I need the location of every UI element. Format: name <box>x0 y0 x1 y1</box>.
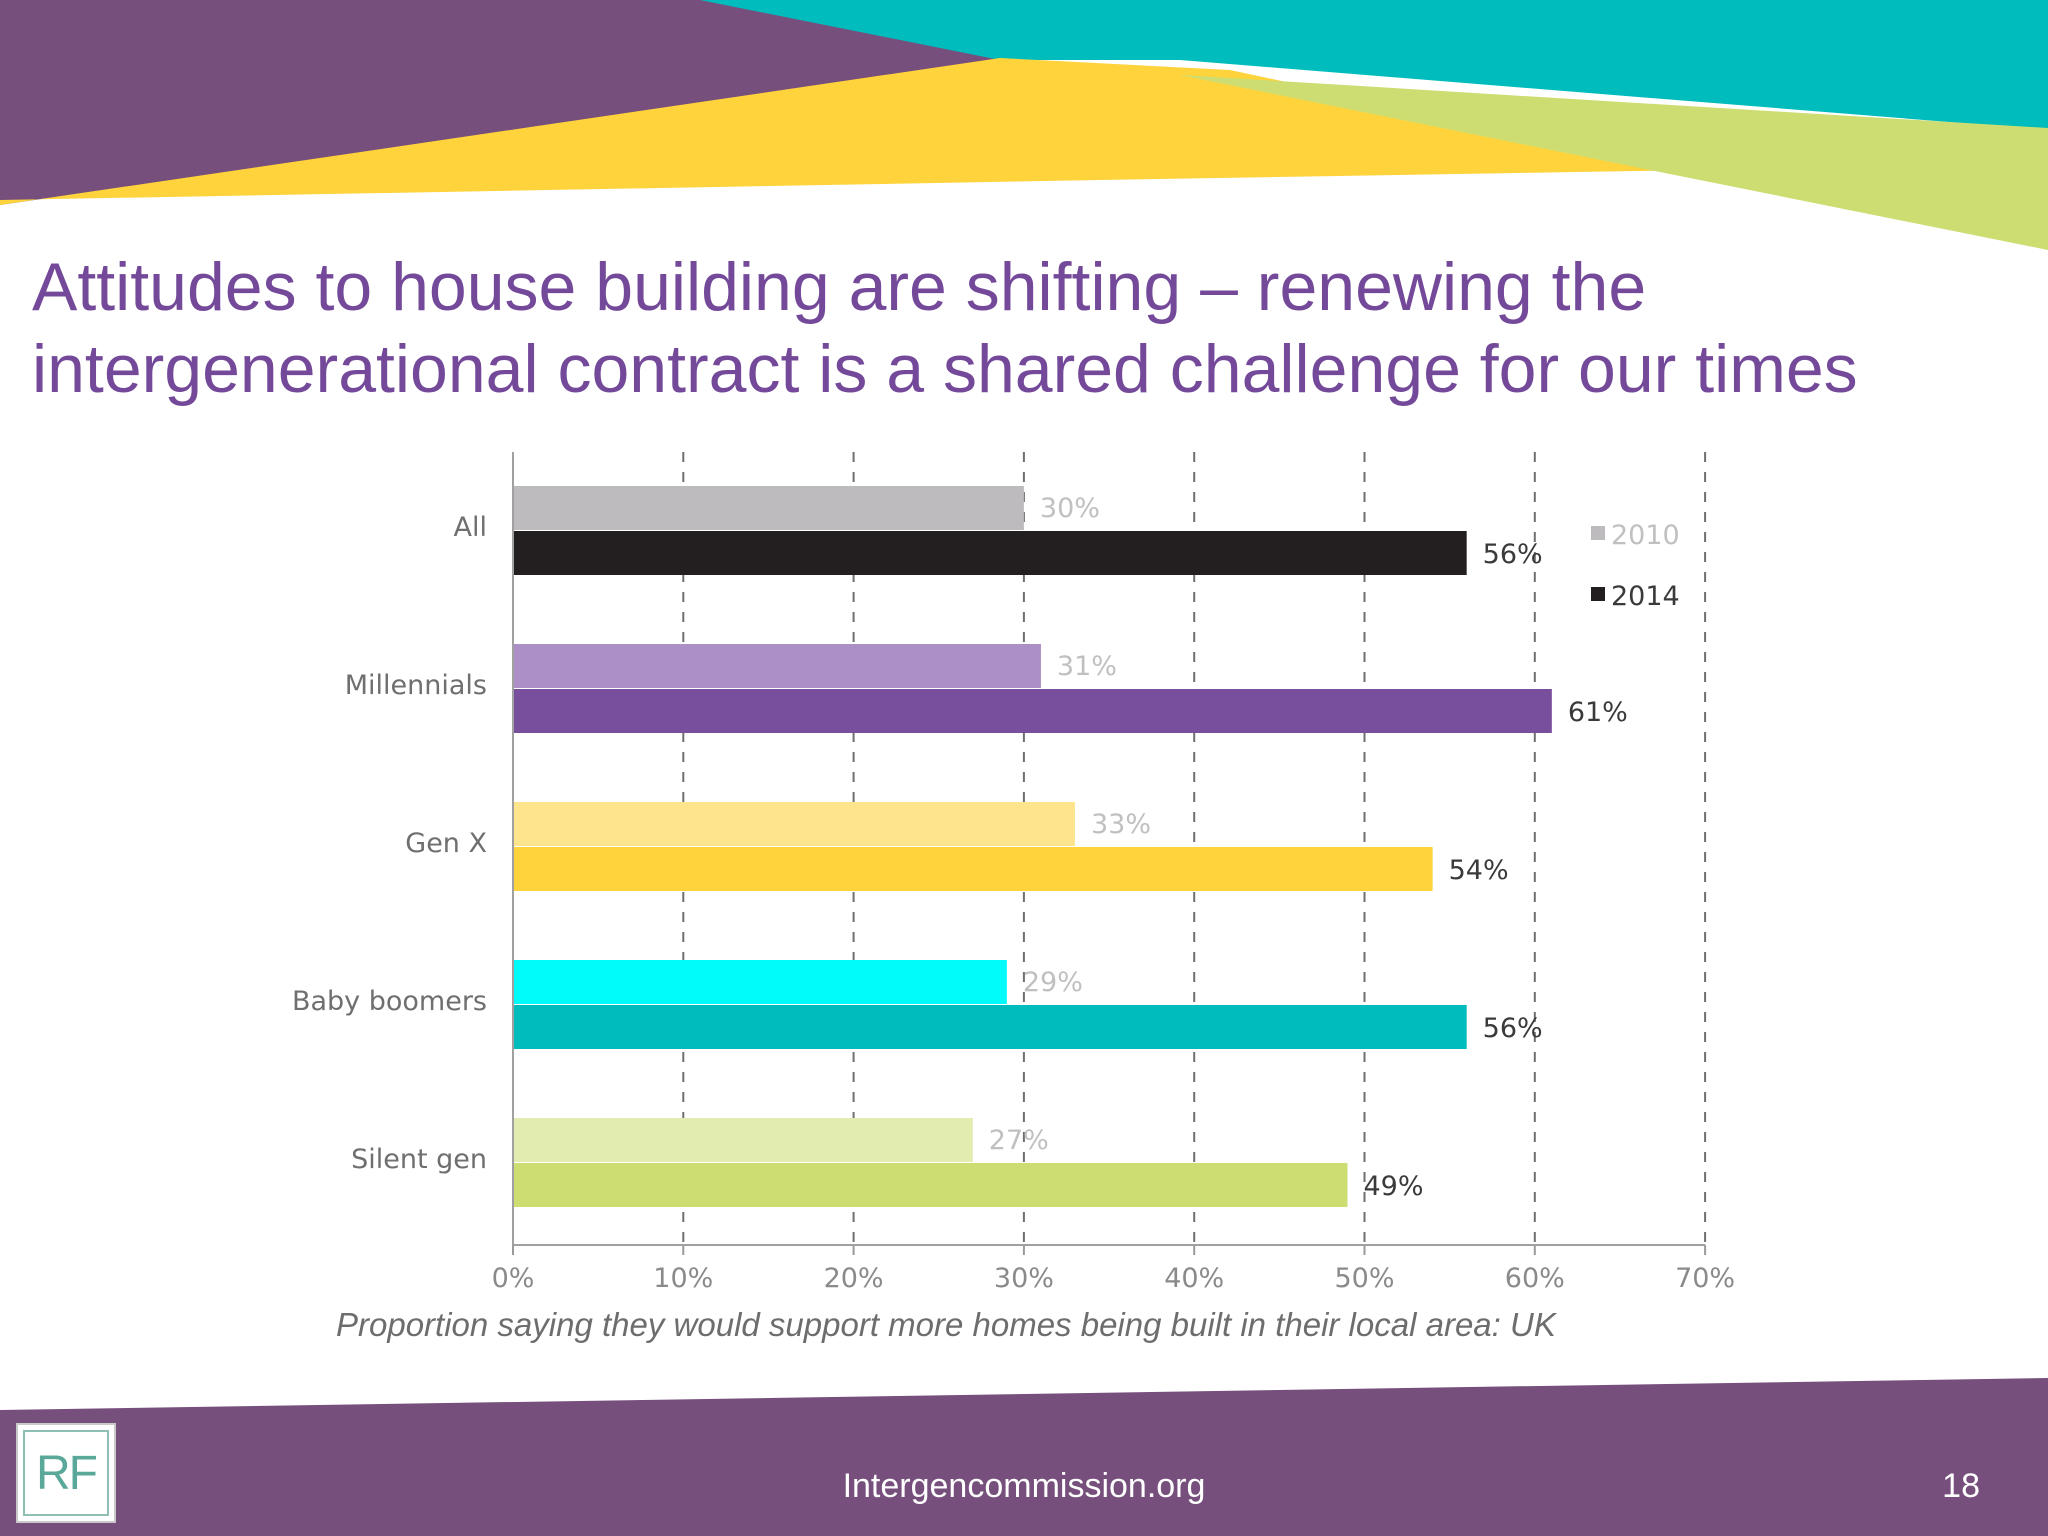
data-label-2014: 54% <box>1449 855 1509 886</box>
banner-yellow-shape <box>0 58 1700 205</box>
bar-2014 <box>513 847 1433 891</box>
footer-purple-shape <box>0 1378 2048 1536</box>
legend-swatch-2010 <box>1591 526 1605 540</box>
rf-logo: RF <box>16 1423 116 1523</box>
legend-swatch-2014 <box>1591 587 1605 601</box>
bar-2010 <box>513 960 1007 1004</box>
data-label-2014: 56% <box>1483 1013 1543 1044</box>
category-label: Millennials <box>345 670 487 701</box>
rf-logo-text: RF <box>36 1447 98 1500</box>
legend-label-2010: 2010 <box>1611 520 1680 551</box>
banner-purple-shape <box>0 0 1000 205</box>
legend: 2010 2014 <box>1591 520 1680 612</box>
data-label-2014: 49% <box>1363 1171 1423 1202</box>
axes: 0% 10% 20% 30% 40% 50% 60% 70% All Millennials Gen… <box>292 452 1735 1294</box>
data-label-2010: 27% <box>989 1125 1049 1156</box>
category-label: Baby boomers <box>292 986 487 1017</box>
bar-2014 <box>513 689 1552 733</box>
x-tick-label: 50% <box>1334 1263 1394 1294</box>
x-tick-label: 10% <box>653 1263 713 1294</box>
bar-2010 <box>513 644 1041 688</box>
category-label: All <box>454 512 487 543</box>
bar-chart: 30% 56% 31% 61% 33% 54% 29% 56% 27% 49% 0% 10% 20% 3… <box>292 452 1735 1294</box>
bar-2014 <box>513 1163 1348 1207</box>
bars: 30% 56% 31% 61% 33% 54% 29% 56% 27% 49% <box>513 486 1628 1207</box>
data-label-2010: 29% <box>1023 967 1083 998</box>
data-label-2010: 30% <box>1040 493 1100 524</box>
x-tick-label: 70% <box>1675 1263 1735 1294</box>
header-banner <box>0 0 2048 250</box>
category-label: Silent gen <box>351 1144 487 1175</box>
bar-2010 <box>513 802 1075 846</box>
x-tick-label: 20% <box>824 1263 884 1294</box>
slide-title-line-1: Attitudes to house building are shifting… <box>32 249 1647 325</box>
category-label: Gen X <box>405 828 487 859</box>
slide-title-line-2: intergenerational contract is a shared c… <box>32 331 1858 407</box>
bar-2010 <box>513 1118 973 1162</box>
x-tick-label: 30% <box>994 1263 1054 1294</box>
data-label-2014: 56% <box>1483 539 1543 570</box>
bar-2014 <box>513 531 1467 575</box>
website-link[interactable]: Intergencommission.org <box>842 1467 1206 1505</box>
x-tick-label: 60% <box>1505 1263 1565 1294</box>
bar-2014 <box>513 1005 1467 1049</box>
rf-logo-frame: RF <box>23 1430 109 1516</box>
slide-title: Attitudes to house building are shifting… <box>32 246 2012 410</box>
data-label-2014: 61% <box>1568 697 1628 728</box>
banner-green-shape <box>1180 75 2048 250</box>
x-tick-label: 40% <box>1164 1263 1224 1294</box>
data-label-2010: 33% <box>1091 809 1151 840</box>
bar-2010 <box>513 486 1024 530</box>
x-tick-label: 0% <box>492 1263 535 1294</box>
page-number: 18 <box>1942 1467 1980 1505</box>
chart-caption: Proportion saying they would support mor… <box>336 1306 1556 1343</box>
data-label-2010: 31% <box>1057 651 1117 682</box>
legend-label-2014: 2014 <box>1611 581 1680 612</box>
grid-lines <box>682 452 1707 1245</box>
